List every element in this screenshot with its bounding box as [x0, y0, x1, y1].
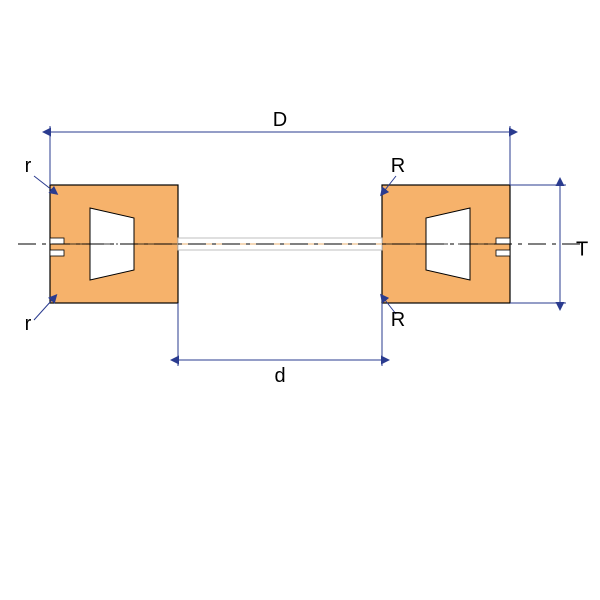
callout-R-top-label: R [391, 155, 405, 177]
dim-T-label: T [576, 238, 588, 260]
callout-R-bottom-label: R [391, 309, 405, 331]
notch-left-bottom [50, 250, 64, 256]
notch-left-top [50, 238, 64, 244]
dim-d-label: d [274, 365, 285, 387]
callout-r-top-label: r [25, 155, 32, 177]
notch-right-bottom [496, 250, 510, 256]
callout-r-bottom-label: r [25, 313, 32, 335]
notch-right-top [496, 238, 510, 244]
dim-D-label: D [273, 109, 287, 131]
